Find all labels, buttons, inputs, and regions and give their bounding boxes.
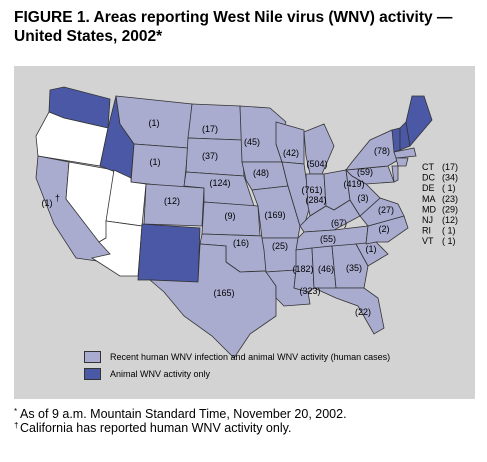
state-label-mi: (504) (306, 159, 327, 169)
us-map: (1) (1) (1) (12) (17) (37) (124) (9) (16) (165) (4… (35, 86, 458, 359)
state-label-mo: (169) (264, 210, 285, 220)
state-label-co: (12) (164, 196, 180, 206)
state-label-il: (761) (301, 185, 322, 195)
state-label-nd: (17) (202, 124, 218, 134)
state-label-mn: (45) (244, 137, 260, 147)
legend-swatch-animal (84, 368, 101, 380)
state-label-tn: (55) (320, 234, 336, 244)
state-label-ks: (9) (225, 211, 236, 221)
east-list-count: (23) (442, 194, 458, 204)
state-ga (331, 243, 369, 289)
east-list-abbr: DE (422, 183, 435, 193)
footnote-2-text: California has reported human WNV activi… (20, 421, 292, 435)
state-label-ar: (25) (272, 241, 288, 251)
east-list-abbr: MA (422, 194, 436, 204)
state-label-wi: (42) (283, 148, 299, 158)
state-label-mt: (1) (149, 118, 160, 128)
state-fl (313, 287, 385, 335)
state-label-ms: (182) (292, 264, 313, 274)
state-label-ne: (124) (209, 178, 230, 188)
state-label-ga: (35) (346, 263, 362, 273)
legend-item-animal: Animal WNV activity only (84, 368, 210, 380)
state-me (405, 95, 433, 147)
state-label-tx: (165) (213, 288, 234, 298)
footnote-1-text: As of 9 a.m. Mountain Standard Time, Nov… (20, 407, 347, 421)
east-list-count: (34) (442, 173, 458, 183)
footnotes: * As of 9 a.m. Mountain Standard Time, N… (14, 407, 347, 435)
state-tx (148, 243, 277, 359)
east-list-abbr: DC (422, 173, 435, 183)
state-label-sc: (1) (366, 244, 377, 254)
figure-title: FIGURE 1. Areas reporting West Nile viru… (14, 9, 453, 45)
ca-dagger-mark: † (55, 193, 60, 203)
state-nj (391, 165, 399, 183)
east-list-count: (17) (442, 162, 458, 172)
state-label-la: (323) (299, 286, 320, 296)
state-nm (137, 223, 201, 283)
east-list-count: (12) (442, 215, 458, 225)
east-list-abbr: VT (422, 236, 434, 246)
state-ct (395, 157, 409, 167)
state-nd (187, 103, 243, 141)
legend-swatch-human (84, 351, 101, 363)
state-label-ia: (48) (253, 168, 269, 178)
east-list-count: ( 1) (442, 183, 456, 193)
east-list-abbr: CT (422, 162, 434, 172)
east-list-count: (29) (442, 204, 458, 214)
footnote-2: † California has reported human WNV acti… (14, 421, 347, 435)
state-co (143, 183, 205, 227)
state-label-ok: (16) (233, 238, 249, 248)
state-label-in: (284) (305, 195, 326, 205)
footnote-2-symbol: † (14, 421, 19, 430)
state-label-al: (46) (318, 264, 334, 274)
east-list-abbr: MD (422, 204, 436, 214)
state-label-wy: (1) (150, 157, 161, 167)
state-label-ca: (1) (42, 198, 53, 208)
state-ny (345, 129, 399, 171)
state-label-pa: (59) (357, 167, 373, 177)
legend-item-human: Recent human WNV infection and animal WN… (84, 351, 390, 363)
state-label-wv: (3) (358, 193, 369, 203)
legend-label-animal: Animal WNV activity only (110, 369, 211, 379)
state-label-sd: (37) (202, 151, 218, 161)
east-list-abbr: NJ (422, 215, 433, 225)
legend-label-human: Recent human WNV infection and animal WN… (110, 352, 391, 362)
state-ma (393, 147, 417, 159)
east-list-abbr: RI (422, 226, 431, 236)
east-list-count: ( 1) (442, 236, 456, 246)
footnote-1-symbol: * (14, 407, 18, 416)
state-label-fl: (22) (355, 307, 371, 317)
map-panel: (1) (1) (1) (12) (17) (37) (124) (9) (16) (165) (4… (14, 66, 475, 399)
state-label-ky: (67) (331, 218, 347, 228)
state-label-nc: (2) (379, 224, 390, 234)
east-list-count: ( 1) (442, 226, 456, 236)
footnote-1: * As of 9 a.m. Mountain Standard Time, N… (14, 407, 347, 421)
state-label-va: (27) (378, 205, 394, 215)
state-label-oh: (419) (343, 179, 364, 189)
state-label-ny: (78) (374, 146, 390, 156)
